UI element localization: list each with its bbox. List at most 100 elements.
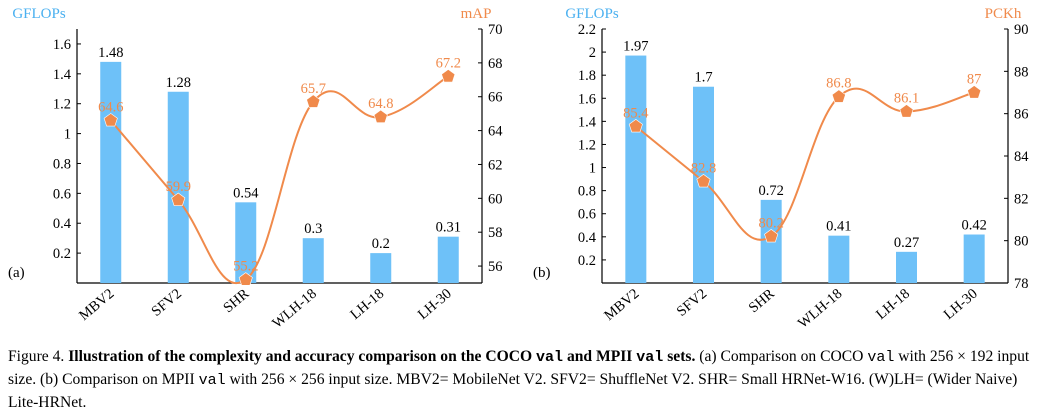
left-y-axis-title: GFLOPs <box>12 6 66 22</box>
line-value-label: 65.7 <box>301 81 326 97</box>
bar <box>370 253 392 283</box>
x-tick-label: LH-18 <box>873 286 913 323</box>
left-y-tick-label: 0.8 <box>578 184 596 200</box>
left-y-tick-label: 0.2 <box>53 246 71 262</box>
caption-text-3: with 256 × 256 input size. MBV2= MobileN… <box>8 371 1018 411</box>
left-y-tick-label: 1.6 <box>578 91 596 107</box>
line-marker <box>238 272 253 286</box>
bar-value-label: 0.54 <box>233 185 259 201</box>
left-y-tick-label: 1.6 <box>53 37 71 53</box>
line-value-label: 87 <box>967 72 982 88</box>
x-tick-label: WLH-18 <box>269 286 319 332</box>
left-y-tick-label: 0.2 <box>578 253 596 269</box>
left-y-tick-label: 1.4 <box>53 67 72 83</box>
bar-value-label: 0.31 <box>436 220 461 236</box>
bar <box>100 61 122 283</box>
chart-b: 0.2 0.4 0.6 0.8 1 1.2 1.4 1.6 1.8 2 2.2 78 80 82 84 86 8… <box>533 6 1029 332</box>
bar <box>625 55 647 283</box>
left-y-tick-label: 1 <box>64 127 71 143</box>
right-y-tick-label: 62 <box>488 157 503 173</box>
line-series: 85.4 82.8 80.2 86.8 86.1 87 <box>623 72 981 243</box>
right-y-tick-label: 68 <box>488 56 503 72</box>
x-tick-label: LH-30 <box>415 286 455 323</box>
right-y-tick-label: 84 <box>1014 149 1029 165</box>
bar-value-label: 0.3 <box>304 221 322 237</box>
line-value-label: 80.2 <box>758 215 783 231</box>
panel-label: (a) <box>8 265 25 281</box>
bar-value-label: 0.2 <box>372 236 390 252</box>
line-series: 64.6 59.9 55.2 65.7 64.8 67.2 <box>98 55 461 286</box>
line-marker <box>441 69 456 83</box>
left-y-tick-label: 0.8 <box>53 156 71 172</box>
left-y-axis-title: GFLOPs <box>565 6 619 22</box>
line-marker <box>764 229 779 243</box>
bar-value-label: 1.7 <box>694 70 712 86</box>
right-y-tick-label: 58 <box>488 225 503 241</box>
line-value-label: 85.4 <box>623 105 649 121</box>
chart-a: 0.2 0.4 0.6 0.8 1 1.2 1.4 1.6 56 58 60 62 64 66 68 70 MB… <box>8 6 503 332</box>
bar-value-label: 0.27 <box>894 235 919 251</box>
line-marker <box>628 118 643 133</box>
panel-label: (b) <box>533 265 551 281</box>
left-y-tick-label: 0.6 <box>578 207 596 223</box>
left-y-tick-label: 2 <box>589 45 596 61</box>
bar-value-label: 0.72 <box>758 183 783 199</box>
x-tick-label: LH-18 <box>347 286 387 323</box>
bar-value-label: 0.41 <box>826 219 851 235</box>
line-value-label: 86.1 <box>894 91 919 107</box>
bar <box>963 234 985 283</box>
bar <box>302 238 324 283</box>
bar <box>896 251 917 283</box>
x-tick-label: MBV2 <box>76 286 117 324</box>
right-y-tick-label: 86 <box>1014 107 1029 123</box>
bar-value-label: 1.28 <box>166 75 191 91</box>
series-line <box>109 75 449 284</box>
bar <box>167 91 189 284</box>
x-tick-label: MBV2 <box>601 286 642 324</box>
right-y-tick-label: 66 <box>488 90 503 106</box>
left-y-tick-label: 0.6 <box>53 186 71 202</box>
right-y-axis-title: PCKh <box>985 6 1022 22</box>
figure-caption: Figure 4. Illustration of the complexity… <box>8 346 1036 414</box>
left-y-tick-label: 0.4 <box>578 230 597 246</box>
bar-series: 1.48 1.28 0.54 0.3 0.2 0.31 <box>98 45 461 284</box>
caption-code-2: val <box>198 372 226 389</box>
line-marker <box>831 89 846 103</box>
line-marker <box>171 192 186 206</box>
right-y-tick-label: 78 <box>1014 276 1029 292</box>
left-y-tick-label: 1.2 <box>53 97 71 113</box>
series-line <box>635 87 975 241</box>
caption-code-1: val <box>867 349 895 366</box>
right-y-tick-label: 70 <box>488 22 503 38</box>
x-tick-label: SFV2 <box>674 286 710 320</box>
left-y-tick-label: 0.4 <box>53 216 72 232</box>
caption-text-1: (a) Comparison on COCO <box>699 348 864 365</box>
bar-value-label: 1.97 <box>623 39 648 55</box>
right-y-tick-label: 88 <box>1014 64 1029 80</box>
line-marker <box>696 174 711 188</box>
line-marker <box>103 113 118 127</box>
x-tick-label: LH-30 <box>941 286 981 323</box>
left-y-tick-label: 1.4 <box>578 114 597 130</box>
line-marker <box>967 85 982 99</box>
right-y-tick-label: 60 <box>488 191 503 207</box>
right-y-tick-label: 56 <box>488 259 503 275</box>
right-y-tick-label: 82 <box>1014 191 1029 207</box>
line-value-label: 59.9 <box>166 179 191 195</box>
x-tick-label: SFV2 <box>149 286 185 320</box>
bar <box>828 235 850 283</box>
left-y-tick-label: 1.2 <box>578 137 596 153</box>
line-value-label: 64.6 <box>98 99 123 115</box>
left-y-tick-label: 1 <box>589 161 596 177</box>
line-marker <box>306 94 321 108</box>
right-y-tick-label: 64 <box>488 124 503 140</box>
right-y-tick-label: 90 <box>1014 22 1029 38</box>
line-value-label: 67.2 <box>436 55 461 71</box>
left-y-tick-label: 2.2 <box>578 22 596 38</box>
left-y-tick-label: 1.8 <box>578 68 596 84</box>
caption-figure-label: Figure 4. <box>8 348 65 365</box>
bar <box>235 202 257 283</box>
x-tick-label: SHR <box>220 286 252 317</box>
line-marker <box>899 104 914 118</box>
caption-bold-title: Illustration of the complexity and accur… <box>68 348 696 366</box>
